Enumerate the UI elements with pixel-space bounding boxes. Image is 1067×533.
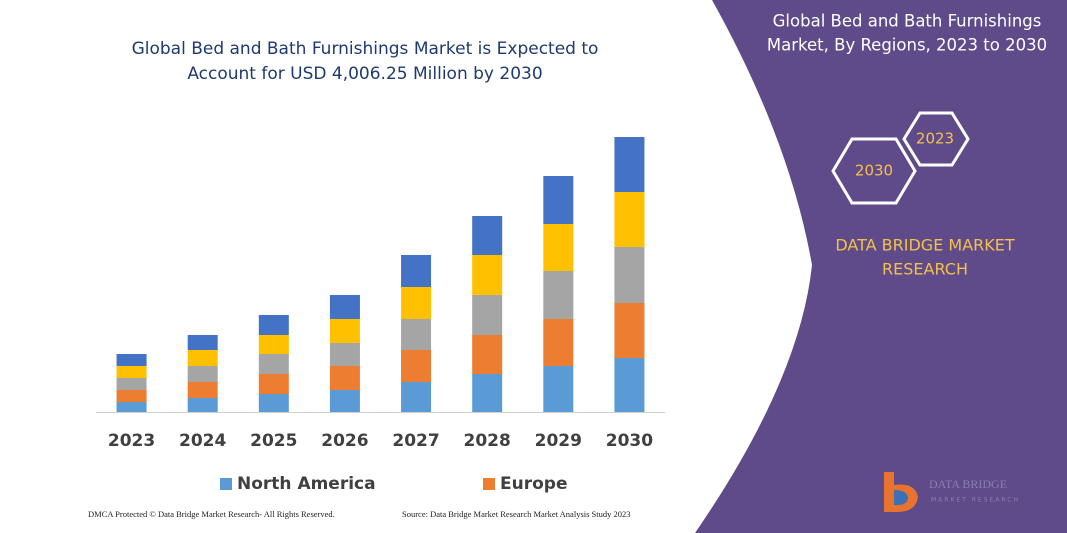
- logo-text: DATA BRIDGE: [929, 477, 1007, 491]
- bar-segment: [401, 319, 432, 350]
- bar-segment: [258, 374, 289, 394]
- side-panel: [695, 0, 1067, 533]
- panel-title: Market, By Regions, 2023 to 2030: [767, 36, 1047, 55]
- bar-segment: [187, 366, 218, 382]
- bar-segment: [187, 350, 218, 366]
- bar-segment: [401, 255, 432, 287]
- bar-segment: [116, 390, 147, 402]
- bar-segment: [116, 354, 147, 366]
- x-tick-label: 2025: [250, 431, 297, 451]
- bar-segment: [472, 374, 503, 412]
- hexagon-label: 2030: [855, 162, 893, 180]
- hexagon: [902, 111, 970, 167]
- bar-segment: [472, 295, 503, 335]
- bar-segment: [329, 390, 360, 412]
- x-tick-label: 2024: [179, 431, 226, 451]
- legend-label: North America: [237, 474, 376, 494]
- hexagon-label: 2023: [916, 130, 954, 148]
- x-tick-label: 2026: [321, 431, 368, 451]
- brand: RESEARCH: [882, 260, 968, 279]
- bar-segment: [116, 378, 147, 390]
- bar-segment: [401, 350, 432, 382]
- footer-left: DMCA Protected © Data Bridge Market Rese…: [88, 509, 335, 519]
- bar-segment: [187, 398, 218, 412]
- x-tick-label: 2027: [392, 431, 439, 451]
- brand: DATA BRIDGE MARKET: [835, 236, 1015, 255]
- bar-segment: [614, 247, 645, 303]
- bar-segment: [329, 343, 360, 366]
- legend-swatch: [483, 478, 495, 490]
- bar-segment: [258, 315, 289, 335]
- footer-right: Source: Data Bridge Market Research Mark…: [402, 509, 631, 519]
- bar-segment: [116, 402, 147, 412]
- bar-segment: [614, 137, 645, 192]
- chart-title: Account for USD 4,006.25 Million by 2030: [187, 64, 542, 84]
- bar-segment: [614, 192, 645, 247]
- bar-segment: [116, 366, 147, 378]
- logo-mark: [894, 490, 908, 506]
- bar-segment: [187, 335, 218, 350]
- panel-title: Global Bed and Bath Furnishings: [773, 12, 1042, 31]
- bar-segment: [401, 287, 432, 319]
- bar-segment: [329, 295, 360, 319]
- bar-segment: [543, 319, 574, 366]
- x-tick-label: 2023: [108, 431, 155, 451]
- bar-segment: [472, 255, 503, 295]
- logo-text: MARKET RESEARCH: [931, 497, 1020, 504]
- bar-segment: [472, 216, 503, 255]
- bar-segment: [472, 335, 503, 374]
- bar-segment: [258, 394, 289, 412]
- bar-segment: [329, 366, 360, 390]
- bar-segment: [329, 319, 360, 343]
- bar-segment: [543, 366, 574, 412]
- x-tick-label: 2028: [464, 431, 511, 451]
- bar-segment: [543, 224, 574, 271]
- bar-segment: [614, 303, 645, 358]
- bar-segment: [258, 335, 289, 354]
- bar-segment: [543, 176, 574, 224]
- bar-segment: [258, 354, 289, 374]
- x-tick-label: 2030: [606, 431, 653, 451]
- legend-swatch: [220, 478, 232, 490]
- legend-label: Europe: [500, 474, 567, 494]
- x-tick-label: 2029: [535, 431, 582, 451]
- bar-segment: [187, 382, 218, 398]
- bar-segment: [401, 382, 432, 412]
- bar-segment: [614, 358, 645, 412]
- bar-segment: [543, 271, 574, 319]
- chart-title: Global Bed and Bath Furnishings Market i…: [132, 39, 599, 59]
- hexagon: [831, 137, 917, 205]
